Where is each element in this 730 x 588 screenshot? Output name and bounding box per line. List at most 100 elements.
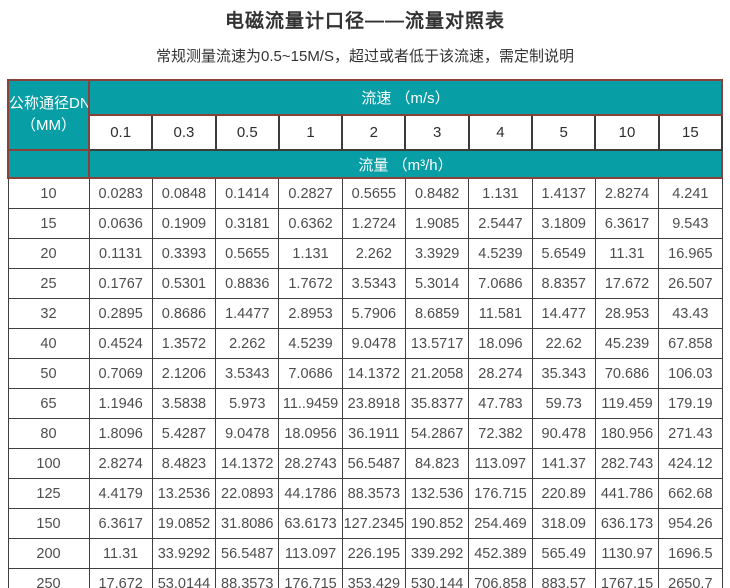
flow-value-cell: 5.4287	[151, 418, 217, 449]
flow-value-cell: 179.19	[658, 388, 723, 419]
dn-cell: 40	[7, 328, 90, 359]
dn-cell: 20	[7, 238, 90, 269]
flow-value-cell: 67.858	[658, 328, 723, 359]
flow-value-cell: 176.715	[468, 478, 533, 509]
flow-value-cell: 17.672	[594, 268, 660, 299]
flow-value-cell: 35.8377	[404, 388, 470, 419]
flow-comparison-table: 公称通径DN （MM） 流速 （m/s） 0.1 0.3 0.5 1 2 3 4…	[7, 79, 724, 588]
flow-value-cell: 0.2827	[278, 177, 343, 209]
dn-cell: 25	[7, 268, 90, 299]
flow-value-cell: 4.5239	[468, 238, 533, 269]
flow-value-cell: 1.4137	[531, 177, 596, 209]
dn-cell: 65	[7, 388, 90, 419]
table-row: 200 11.31 33.9292 56.5487 113.097 226.195 339.…	[7, 538, 723, 569]
flow-value-cell: 21.2058	[404, 358, 470, 389]
speed-col-header: 0.3	[151, 114, 217, 151]
dn-cell: 125	[7, 478, 90, 509]
flow-value-cell: 6.3617	[594, 208, 660, 239]
flow-value-cell: 9.543	[658, 208, 723, 239]
flow-value-cell: 1.2724	[341, 208, 406, 239]
flow-value-cell: 47.783	[468, 388, 533, 419]
flow-value-cell: 441.786	[594, 478, 660, 509]
flow-value-cell: 22.0893	[215, 478, 280, 509]
flow-value-cell: 59.73	[531, 388, 596, 419]
flow-value-cell: 3.1809	[531, 208, 596, 239]
table-row: 25 0.1767 0.5301 0.8836 1.7672 3.5343 5.3014 7.…	[7, 268, 723, 299]
flow-band-header: 流量 （m³/h）	[88, 149, 723, 179]
corner-header-cell: 公称通径DN （MM）	[7, 79, 90, 151]
flow-value-cell: 706.858	[468, 568, 533, 588]
flow-value-cell: 56.5487	[215, 538, 280, 569]
flow-value-cell: 36.1911	[341, 418, 406, 449]
flow-value-cell: 1.4477	[215, 298, 280, 329]
flow-value-cell: 271.43	[658, 418, 723, 449]
flow-value-cell: 28.953	[594, 298, 660, 329]
dn-cell: 250	[7, 568, 90, 588]
flow-value-cell: 26.507	[658, 268, 723, 299]
flow-value-cell: 8.4823	[151, 448, 217, 479]
flow-value-cell: 88.3573	[215, 568, 280, 588]
flow-value-cell: 88.3573	[341, 478, 406, 509]
flow-value-cell: 636.173	[594, 508, 660, 539]
corner-header-line2: （MM）	[21, 117, 76, 134]
flow-value-cell: 5.6549	[531, 238, 596, 269]
flow-value-cell: 0.0848	[151, 177, 217, 209]
flow-value-cell: 424.12	[658, 448, 723, 479]
speed-col-header: 3	[404, 114, 470, 151]
table-row: 50 0.7069 2.1206 3.5343 7.0686 14.1372 21.2058…	[7, 358, 723, 389]
flow-value-cell: 9.0478	[215, 418, 280, 449]
flow-band-left-cell	[7, 149, 90, 179]
flow-value-cell: 282.743	[594, 448, 660, 479]
table-row: 15 0.0636 0.1909 0.3181 0.6362 1.2724 1.9085 2.…	[7, 208, 723, 239]
table-row: 65 1.1946 3.5838 5.973 11..9459 23.8918 35.837…	[7, 388, 723, 419]
dn-cell: 100	[7, 448, 90, 479]
flow-value-cell: 190.852	[404, 508, 470, 539]
speed-col-header: 4	[467, 114, 534, 151]
flow-value-cell: 0.1909	[151, 208, 217, 239]
header-row-speed-values: 0.1 0.3 0.5 1 2 3 4 5 10 15	[8, 114, 724, 151]
flow-value-cell: 954.26	[658, 508, 723, 539]
flow-value-cell: 5.3014	[404, 268, 470, 299]
flow-value-cell: 53.0144	[151, 568, 217, 588]
flow-value-cell: 1.131	[278, 238, 343, 269]
flow-value-cell: 90.478	[531, 418, 596, 449]
flow-value-cell: 0.5655	[341, 177, 406, 209]
flow-value-cell: 662.68	[658, 478, 723, 509]
dn-cell: 32	[7, 298, 90, 329]
table-row: 10 0.0283 0.0848 0.1414 0.2827 0.5655 0.8482 1.…	[7, 177, 723, 209]
flow-value-cell: 63.6173	[278, 508, 343, 539]
flow-value-cell: 4.5239	[278, 328, 343, 359]
flow-value-cell: 0.3393	[151, 238, 217, 269]
flow-value-cell: 2.8953	[278, 298, 343, 329]
flow-value-cell: 2.5447	[468, 208, 533, 239]
flow-value-cell: 2650.7	[658, 568, 723, 588]
header-row-flow-band: 流量 （m³/h）	[7, 149, 723, 179]
table-row: 125 4.4179 13.2536 22.0893 44.1786 88.3573 132…	[7, 478, 723, 509]
flow-value-cell: 56.5487	[341, 448, 406, 479]
flow-value-cell: 1.8096	[88, 418, 153, 449]
table-body: 10 0.0283 0.0848 0.1414 0.2827 0.5655 0.8482 1.…	[7, 177, 723, 588]
speed-col-header: 15	[657, 114, 724, 151]
flow-value-cell: 45.239	[594, 328, 660, 359]
speed-col-header: 0.5	[214, 114, 280, 151]
flow-value-cell: 35.343	[531, 358, 596, 389]
flow-value-cell: 2.1206	[151, 358, 217, 389]
flow-value-cell: 28.274	[468, 358, 533, 389]
flow-value-cell: 33.9292	[151, 538, 217, 569]
speed-col-header: 1	[277, 114, 344, 151]
flow-value-cell: 3.5838	[151, 388, 217, 419]
flow-value-cell: 2.8274	[88, 448, 153, 479]
table-row: 40 0.4524 1.3572 2.262 4.5239 9.0478 13.5717 18…	[7, 328, 723, 359]
flow-value-cell: 452.389	[468, 538, 533, 569]
speed-col-header: 2	[341, 114, 407, 151]
flow-value-cell: 0.0636	[88, 208, 153, 239]
flow-value-cell: 176.715	[278, 568, 343, 588]
flow-value-cell: 1767.15	[594, 568, 660, 588]
speed-col-header: 10	[594, 114, 660, 151]
flow-value-cell: 3.5343	[341, 268, 406, 299]
flow-value-cell: 0.8686	[151, 298, 217, 329]
flow-value-cell: 0.8836	[215, 268, 280, 299]
dn-cell: 15	[7, 208, 90, 239]
flow-value-cell: 72.382	[468, 418, 533, 449]
table-row: 150 6.3617 19.0852 31.8086 63.6173 127.2345 19…	[7, 508, 723, 539]
